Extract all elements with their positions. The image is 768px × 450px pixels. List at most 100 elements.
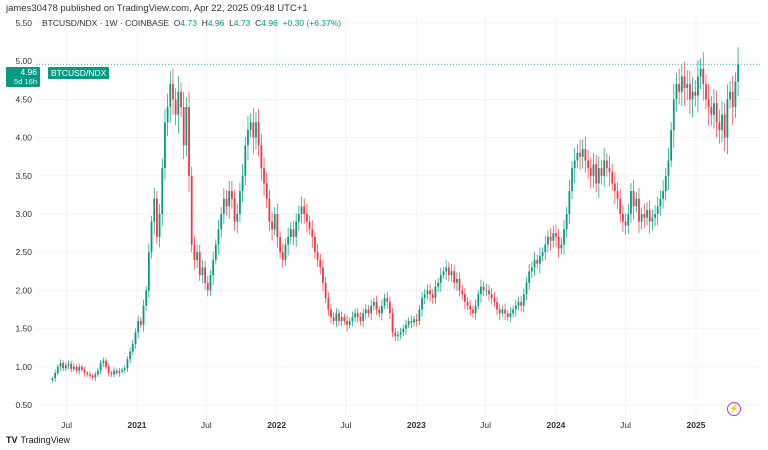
candle-body <box>370 305 373 314</box>
candle-body <box>613 183 616 192</box>
candle-body <box>624 221 627 226</box>
candle-body <box>622 214 624 222</box>
candle-body <box>169 84 172 108</box>
candle-body <box>137 320 140 333</box>
candle-body <box>643 214 646 218</box>
candle-body <box>675 84 678 100</box>
brand-name: TradingView <box>20 435 71 445</box>
candle-body <box>64 365 67 369</box>
candle-body <box>346 320 348 325</box>
candle-body <box>356 313 359 318</box>
candle-body <box>600 168 603 176</box>
candle-body <box>697 76 699 96</box>
candle-body <box>664 175 667 192</box>
candle-body <box>635 198 638 207</box>
candle-body <box>512 309 515 314</box>
candle-body <box>509 313 512 318</box>
y-tick-label: 3.50 <box>15 171 32 181</box>
candle-body <box>729 91 731 100</box>
candle-body <box>595 164 598 184</box>
candle-body <box>530 267 533 272</box>
candle-body <box>180 91 182 108</box>
candle-body <box>423 294 426 299</box>
candle-body <box>397 334 399 337</box>
candle-body <box>426 290 429 295</box>
candle-body <box>415 319 418 321</box>
candle-body <box>410 320 413 323</box>
candle-body <box>348 320 351 325</box>
candle-body <box>493 298 496 302</box>
candle-body <box>713 103 715 115</box>
candle-body <box>204 267 207 283</box>
candle-body <box>260 145 263 169</box>
candle-body <box>177 91 180 115</box>
candle-body <box>70 363 73 370</box>
candle-body <box>522 294 525 306</box>
candle-body <box>619 198 622 214</box>
candle-body <box>343 317 346 321</box>
candle-body <box>107 366 110 373</box>
candle-body <box>474 305 477 314</box>
candle-body <box>691 91 694 100</box>
candle-body <box>287 236 290 245</box>
candle-body <box>399 332 402 335</box>
candle-body <box>389 301 391 314</box>
candle-body <box>686 84 689 88</box>
candle-body <box>458 278 461 291</box>
candle-body <box>249 122 252 130</box>
candle-body <box>51 378 54 381</box>
candle-body <box>281 252 284 260</box>
candle-body <box>587 160 590 169</box>
candle-body <box>464 294 466 302</box>
candle-body <box>273 214 276 230</box>
candle-body <box>303 206 306 214</box>
candle-body <box>139 320 142 325</box>
candle-body <box>161 168 164 214</box>
y-tick-label: 5.00 <box>15 56 32 66</box>
candle-body <box>292 229 295 237</box>
candle-body <box>672 99 675 130</box>
candle-body <box>536 259 539 264</box>
candle-body <box>316 252 319 260</box>
open-value: 4.73 <box>180 18 197 28</box>
y-tick-label: 4.50 <box>15 94 32 104</box>
candle-body <box>662 191 664 199</box>
candle-body <box>694 91 697 96</box>
candle-body <box>726 99 729 138</box>
candle-body <box>185 107 188 146</box>
candle-body <box>244 145 247 176</box>
chart-legend: BTCUSD/NDX · 1W · COINBASE O4.73 H4.96 L… <box>42 18 341 28</box>
footer-brand: TV TradingView <box>6 435 70 445</box>
candle-body <box>311 229 314 237</box>
y-tick-label: 1.00 <box>15 362 32 372</box>
candle-body <box>314 236 316 253</box>
candle-body <box>263 168 265 184</box>
candle-body <box>670 129 673 161</box>
candle-body <box>680 76 683 92</box>
candle-body <box>383 298 386 306</box>
candle-body <box>498 309 501 314</box>
candle-body <box>482 286 485 291</box>
low-label: L <box>229 18 234 28</box>
candle-body <box>429 290 431 295</box>
candle-body <box>405 324 407 329</box>
candle-body <box>182 107 185 146</box>
candle-body <box>453 271 456 283</box>
candle-body <box>198 252 201 276</box>
lightning-icon[interactable]: ⚡ <box>727 402 741 416</box>
candle-body <box>239 191 241 214</box>
symbol-tag: BTCUSD/NDX <box>48 67 110 79</box>
candle-body <box>581 149 584 157</box>
candle-body <box>54 372 57 379</box>
candle-body <box>193 244 196 260</box>
candle-body <box>640 214 643 222</box>
candle-body <box>220 214 223 230</box>
candle-body <box>659 198 662 207</box>
candle-body <box>83 369 86 373</box>
candle-body <box>297 214 300 222</box>
candle-body <box>126 359 129 369</box>
candle-body <box>654 214 656 218</box>
candle-body <box>683 76 686 88</box>
candle-body <box>295 221 298 237</box>
